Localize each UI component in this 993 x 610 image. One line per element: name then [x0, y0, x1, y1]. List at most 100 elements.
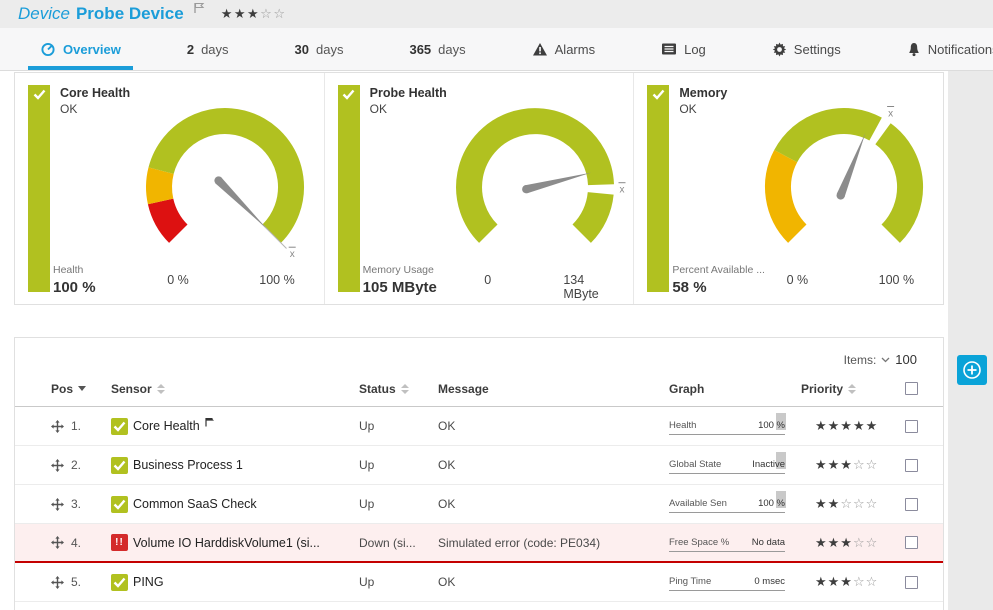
priority-stars[interactable]: ★★★☆☆: [815, 574, 879, 589]
drag-handle-icon[interactable]: [51, 536, 64, 549]
mini-graph-value: No data: [751, 536, 785, 548]
table-row: 4.!! Volume IO HarddiskVolume1 (si... Down…: [15, 524, 943, 563]
mini-graph-bar: [776, 413, 786, 430]
tab-alarms[interactable]: Alarms: [520, 28, 607, 70]
channel-label: Percent Available ...: [672, 264, 765, 276]
channel-value: 100 %: [53, 279, 96, 296]
sensor-link[interactable]: Common SaaS Check: [111, 495, 359, 513]
sort-icon: [156, 383, 165, 394]
gauge-title: Memory: [679, 86, 728, 100]
tab-2-days[interactable]: 2 days: [175, 28, 241, 70]
drag-handle-icon[interactable]: [51, 419, 64, 433]
tab-log[interactable]: Log: [649, 28, 718, 70]
status-ok-bar: [337, 85, 360, 292]
table-body: 1. Core Health Up OK Health 100 % ★★★★★ 2. Busin…: [15, 407, 943, 602]
row-checkbox[interactable]: [905, 419, 918, 433]
move-icon: [51, 536, 64, 549]
gauge-panel-memory[interactable]: Memory OK x 0 % 100 % Percent Available ... 58…: [633, 73, 943, 304]
mini-graph-value: 100 %: [758, 420, 785, 431]
gauge-needle: [214, 176, 266, 228]
tab-bar: Overview 2 days 30 days 365 days Alarms Log Setti…: [0, 28, 993, 71]
status-cell: Up: [359, 575, 375, 589]
column-header-sensor[interactable]: Sensor: [111, 382, 359, 396]
check-icon: [113, 499, 126, 510]
log-icon: [662, 43, 677, 55]
gauges-card: Core Health OK x 0 % 100 % Health 100 % Probe H…: [14, 72, 944, 305]
tab-30-days[interactable]: 30 days: [283, 28, 356, 70]
column-label: Sensor: [111, 381, 152, 396]
row-checkbox[interactable]: [905, 458, 918, 472]
status-cell: Down (si...: [359, 535, 416, 550]
select-all-checkbox[interactable]: [905, 382, 918, 395]
gauge-status: OK: [369, 102, 388, 116]
sensor-link[interactable]: Business Process 1: [111, 456, 359, 474]
priority-stars[interactable]: ★★★☆☆: [815, 457, 879, 472]
column-header-priority[interactable]: Priority: [801, 382, 895, 396]
bell-icon: [909, 42, 919, 56]
items-per-page-dropdown[interactable]: Items: 100: [15, 338, 943, 371]
status-ok-bar: [647, 85, 670, 292]
message-cell: OK: [438, 458, 456, 472]
priority-stars[interactable]: ★★☆☆☆: [815, 496, 879, 511]
drag-handle-icon[interactable]: [51, 575, 64, 589]
mini-graph[interactable]: Free Space % No data: [669, 534, 785, 552]
row-checkbox[interactable]: [905, 536, 918, 549]
object-type-label: Device: [18, 4, 70, 23]
svg-text:x: x: [290, 249, 295, 260]
gauge-chart: x: [425, 99, 645, 271]
channel-value: 105 MByte: [362, 279, 437, 296]
sensor-name: Common SaaS Check: [133, 497, 257, 511]
stars-empty: ☆☆: [260, 6, 287, 21]
sensor-link[interactable]: PING: [111, 573, 359, 591]
mean-marker: x: [288, 246, 296, 260]
add-sensor-button[interactable]: [957, 355, 987, 385]
gauge-panel-probe-health[interactable]: Probe Health OK x 0 134 MByte Memory Usage 105…: [323, 73, 634, 304]
priority-stars[interactable]: ★★★★★: [815, 418, 879, 433]
column-label: Priority: [801, 381, 844, 396]
mini-graph-label: Free Space %: [669, 536, 730, 548]
priority-stars[interactable]: ★★★☆☆: [815, 534, 879, 550]
gauge-dial: x: [146, 108, 304, 260]
tab-label: days: [201, 41, 229, 57]
status-cell: Up: [359, 419, 375, 433]
status-cell: Up: [359, 497, 375, 511]
device-priority-stars[interactable]: ★★★☆☆: [221, 6, 287, 22]
column-label: Message: [438, 381, 489, 396]
table-row: 2. Business Process 1 Up OK Global State Inac…: [15, 446, 943, 485]
gauge-panel-core-health[interactable]: Core Health OK x 0 % 100 % Health 100 %: [15, 73, 324, 304]
right-gutter: [948, 71, 993, 610]
gear-icon: [772, 42, 786, 56]
column-header-pos[interactable]: Pos: [51, 382, 111, 396]
gauge-needle: [836, 133, 866, 200]
channel-label: Health: [53, 264, 84, 276]
row-checkbox[interactable]: [905, 497, 918, 511]
mini-graph[interactable]: Global State Inactive: [669, 452, 786, 474]
tab-365-days[interactable]: 365 days: [397, 28, 477, 70]
table-row: 3. Common SaaS Check Up OK Available Sen 100 …: [15, 485, 943, 524]
mini-graph[interactable]: Health 100 %: [669, 413, 786, 435]
move-icon: [51, 458, 64, 472]
column-label: Graph: [669, 381, 705, 396]
gauge-chart: x: [734, 99, 954, 271]
tab-label: Overview: [63, 41, 121, 57]
sensor-link[interactable]: !! Volume IO HarddiskVolume1 (si...: [111, 534, 359, 551]
tab-settings[interactable]: Settings: [760, 28, 853, 70]
tab-notifications[interactable]: Notifications: [895, 28, 993, 70]
mini-graph[interactable]: Available Sen 100 %: [669, 491, 786, 513]
check-icon: [113, 421, 126, 432]
flag-icon: [194, 1, 205, 19]
mini-graph[interactable]: Ping Time 0 msec: [669, 573, 785, 591]
row-checkbox[interactable]: [905, 575, 918, 589]
drag-handle-icon[interactable]: [51, 497, 64, 511]
drag-handle-icon[interactable]: [51, 458, 64, 472]
sensor-up-icon: [111, 456, 128, 474]
column-header-status[interactable]: Status: [359, 382, 438, 396]
sensor-link[interactable]: Core Health: [111, 417, 359, 435]
gauge-title: Core Health: [60, 86, 131, 100]
tab-label: Notifications: [927, 41, 993, 57]
mini-graph-label: Global State: [669, 459, 722, 470]
gauge-min-label: 0 %: [167, 273, 189, 287]
title-bar: Device Probe Device ★★★☆☆: [0, 0, 993, 28]
tab-number: 365: [409, 41, 432, 57]
tab-overview[interactable]: Overview: [28, 28, 133, 70]
